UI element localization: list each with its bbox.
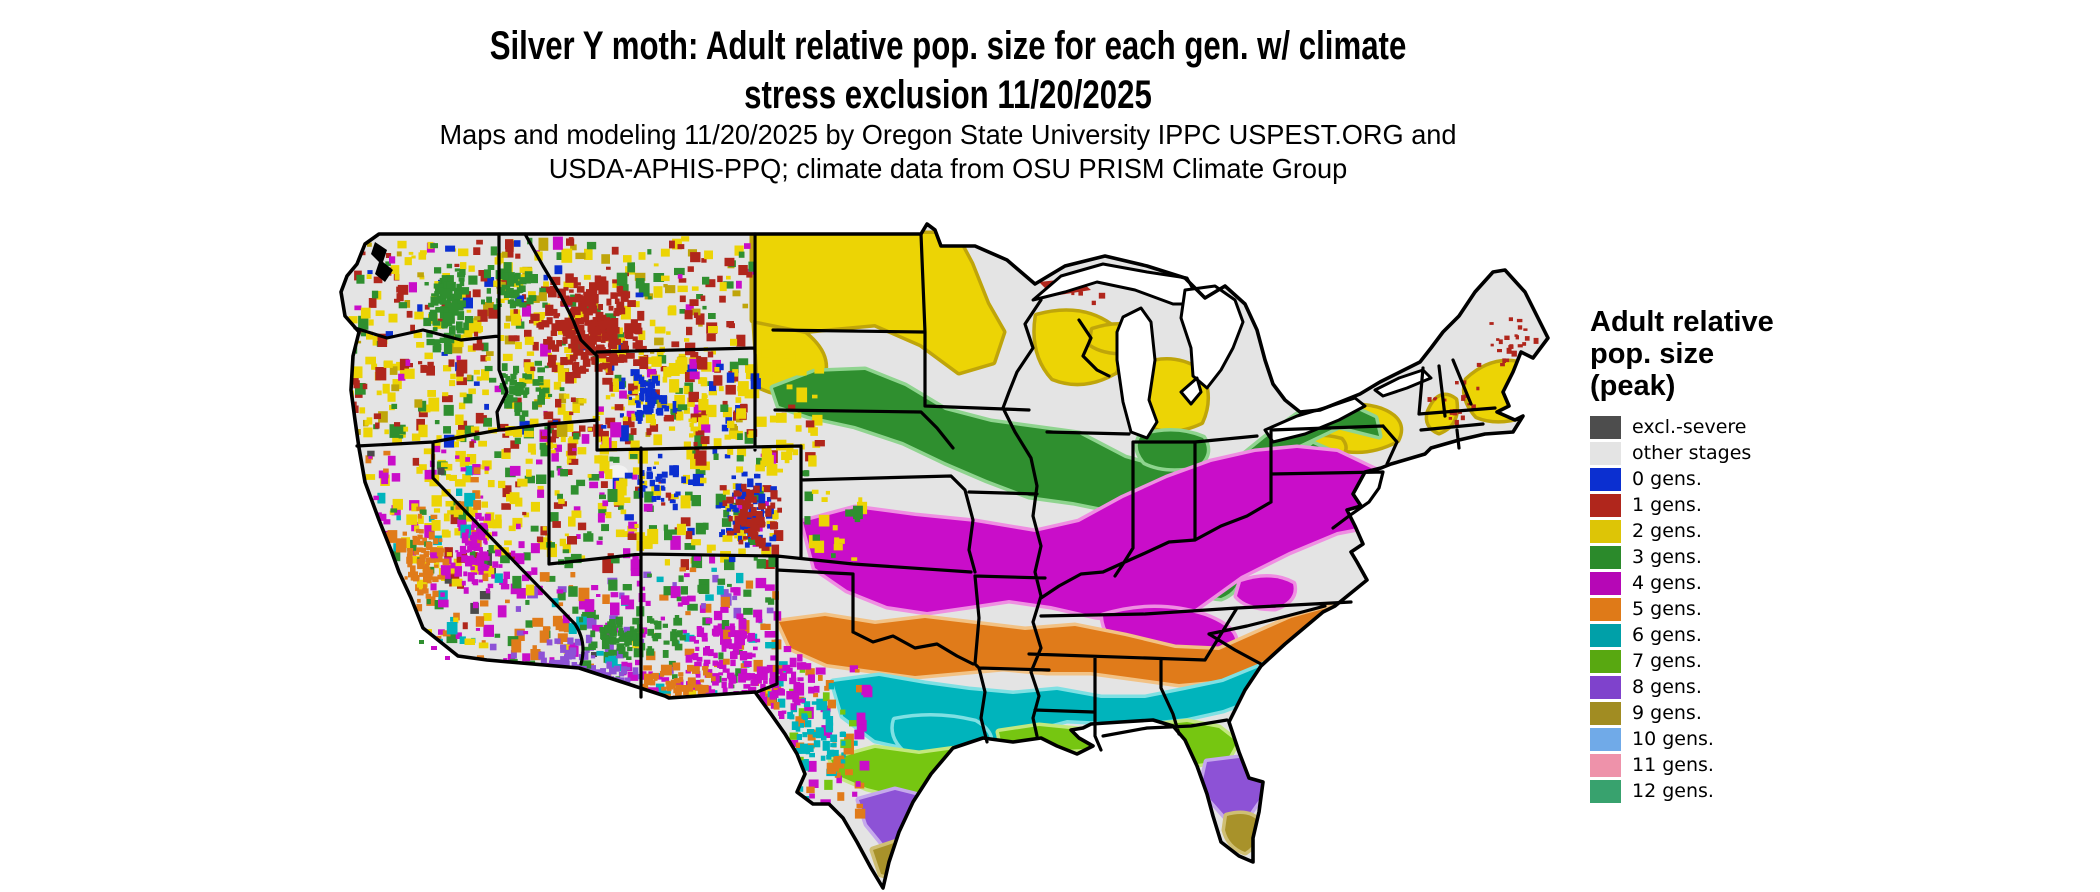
legend-label: 6 gens. (1632, 624, 1702, 646)
map-raster (341, 224, 1548, 888)
swatch-excl-severe (1590, 415, 1621, 439)
swatch-9-gens (1590, 701, 1621, 725)
state-borders (353, 232, 1497, 752)
legend: Adult relative pop. size (peak) excl.-se… (1590, 306, 1890, 804)
legend-title-line3: (peak) (1590, 370, 1676, 402)
legend-item-9-gens: 9 gens. (1590, 700, 1890, 726)
lake-michigan (1115, 306, 1159, 440)
channel-islands (419, 640, 450, 660)
swatch-8-gens (1590, 675, 1621, 699)
legend-title: Adult relative pop. size (peak) (1590, 306, 1890, 402)
puget-sound (371, 242, 393, 282)
us-generations-map (335, 220, 1565, 892)
legend-label: 1 gens. (1632, 494, 1702, 516)
legend-label: 8 gens. (1632, 676, 1702, 698)
lake-ontario (1373, 368, 1433, 398)
lake-huron (1179, 284, 1245, 390)
legend-item-excl-severe: excl.-severe (1590, 414, 1890, 440)
swatch-7-gens (1590, 649, 1621, 673)
legend-label: 3 gens. (1632, 546, 1702, 568)
legend-label: 7 gens. (1632, 650, 1702, 672)
swatch-1-gens (1590, 493, 1621, 517)
map-title-line1: Silver Y moth: Adult relative pop. size … (489, 24, 1407, 68)
legend-label: 5 gens. (1632, 598, 1702, 620)
legend-label: excl.-severe (1632, 416, 1747, 438)
swatch-4-gens (1590, 571, 1621, 595)
legend-label: 2 gens. (1632, 520, 1702, 542)
legend-title-line2: pop. size (1590, 338, 1715, 370)
legend-label: 11 gens. (1632, 754, 1714, 776)
legend-item-5-gens: 5 gens. (1590, 596, 1890, 622)
legend-label: 10 gens. (1632, 728, 1714, 750)
legend-label: 12 gens. (1632, 780, 1714, 802)
map-subtitle-line1: Maps and modeling 11/20/2025 by Oregon S… (439, 119, 1457, 150)
band-9gens (869, 810, 1263, 882)
legend-label: 4 gens. (1632, 572, 1702, 594)
map-title: Silver Y moth: Adult relative pop. size … (348, 22, 1548, 120)
legend-item-10-gens: 10 gens. (1590, 726, 1890, 752)
saginaw-bay (1179, 376, 1203, 406)
legend-item-6-gens: 6 gens. (1590, 622, 1890, 648)
legend-item-1-gens: 1 gens. (1590, 492, 1890, 518)
swatch-5-gens (1590, 597, 1621, 621)
legend-item-7-gens: 7 gens. (1590, 648, 1890, 674)
swatch-11-gens (1590, 753, 1621, 777)
legend-label: other stages (1632, 442, 1752, 464)
legend-item-2-gens: 2 gens. (1590, 518, 1890, 544)
swatch-12-gens (1590, 779, 1621, 803)
great-lakes (1031, 262, 1433, 444)
swatch-other-stages (1590, 441, 1621, 465)
legend-item-8-gens: 8 gens. (1590, 674, 1890, 700)
map-subtitle-line2: USDA-APHIS-PPQ; climate data from OSU PR… (548, 153, 1348, 184)
legend-item-other-stages: other stages (1590, 440, 1890, 466)
legend-item-11-gens: 11 gens. (1590, 752, 1890, 778)
swatch-3-gens (1590, 545, 1621, 569)
us-outline (339, 222, 1550, 890)
swatch-6-gens (1590, 623, 1621, 647)
swatch-2-gens (1590, 519, 1621, 543)
map-title-line2: stress exclusion 11/20/2025 (744, 73, 1152, 117)
legend-item-12-gens: 12 gens. (1590, 778, 1890, 804)
legend-item-0-gens: 0 gens. (1590, 466, 1890, 492)
legend-label: 0 gens. (1632, 468, 1702, 490)
map-subtitle: Maps and modeling 11/20/2025 by Oregon S… (348, 118, 1548, 186)
map-svg (339, 222, 1550, 890)
swatch-10-gens (1590, 727, 1621, 751)
legend-title-line1: Adult relative (1590, 306, 1774, 338)
swatch-0-gens (1590, 467, 1621, 491)
legend-item-3-gens: 3 gens. (1590, 544, 1890, 570)
legend-label: 9 gens. (1632, 702, 1702, 724)
legend-item-4-gens: 4 gens. (1590, 570, 1890, 596)
